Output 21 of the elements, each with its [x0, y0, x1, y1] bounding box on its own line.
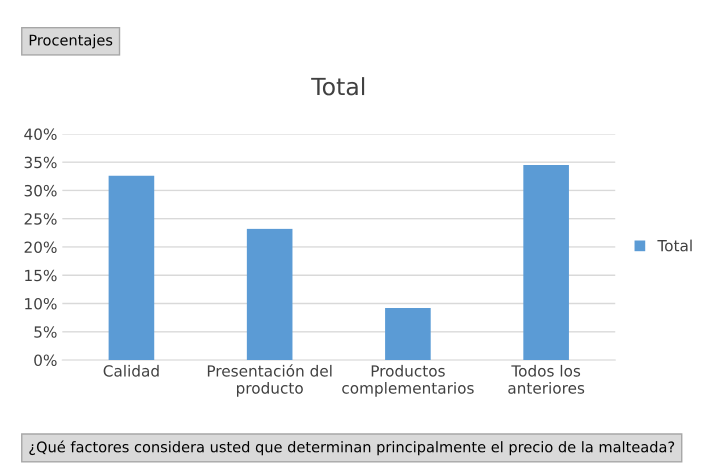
x-tick-label: Todos los anteriores	[508, 364, 584, 394]
x-tick-label: Presentación del producto	[208, 364, 332, 397]
text: Procentajes	[30, 34, 112, 48]
y-tick-label: 0%	[34, 354, 57, 366]
legend-label: Total	[657, 240, 692, 252]
bar	[246, 228, 292, 360]
y-tick-label: 20%	[24, 241, 57, 254]
bar	[523, 165, 569, 360]
chart-title: Total	[311, 77, 364, 96]
y-tick-label: 25%	[24, 213, 57, 225]
bar	[385, 308, 431, 360]
x-tick-label: Calidad	[104, 364, 159, 377]
y-tick-label: 10%	[25, 298, 57, 310]
y-tick-label: 40%	[24, 128, 57, 140]
text: ¿Qué factores considera usted que determinan principalmente el precio de la malteada?	[29, 440, 674, 456]
x-tick-label: Productos complementarios	[342, 364, 474, 397]
y-tick-label: 15%	[25, 270, 57, 282]
bar	[108, 176, 154, 360]
y-tick-label: 5%	[34, 326, 57, 338]
y-tick-label: 30%	[24, 184, 57, 196]
y-tick-label: 35%	[24, 156, 57, 168]
